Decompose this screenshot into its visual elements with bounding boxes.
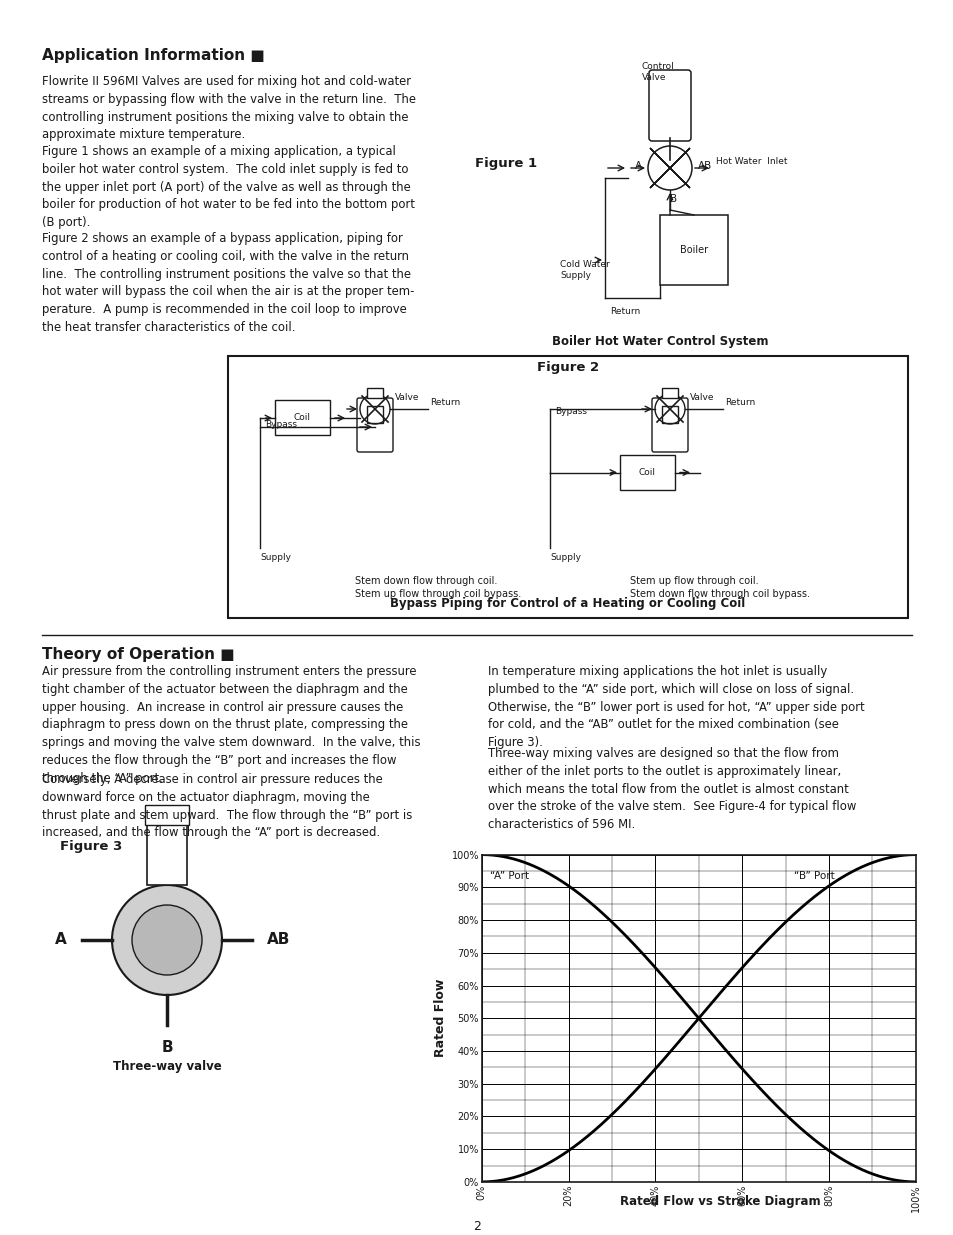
Text: Conversely, A decrease in control air pressure reduces the
downward force on the: Conversely, A decrease in control air pr…	[42, 773, 412, 840]
Bar	[147, 825, 187, 885]
Text: Figure 2 shows an example of a bypass application, piping for
control of a heati: Figure 2 shows an example of a bypass ap…	[42, 232, 414, 333]
Polygon shape	[669, 168, 689, 188]
Text: Stem In: Stem In	[546, 1170, 597, 1183]
Text: Boiler Hot Water Control System: Boiler Hot Water Control System	[551, 335, 767, 348]
Bar	[661, 388, 678, 398]
Text: Cold Water
Supply: Cold Water Supply	[559, 261, 609, 280]
Text: Figure 3: Figure 3	[60, 840, 122, 853]
Text: Figure 1: Figure 1	[475, 157, 537, 170]
Text: Theory of Operation ■: Theory of Operation ■	[42, 647, 234, 662]
Text: Return: Return	[430, 398, 459, 408]
Text: Valve: Valve	[395, 393, 419, 403]
Text: B: B	[161, 1040, 172, 1055]
Text: AB: AB	[698, 161, 712, 170]
Text: Stem down flow through coil.
Stem up flow through coil bypass.: Stem down flow through coil. Stem up flo…	[355, 576, 520, 599]
Text: Supply: Supply	[550, 553, 580, 562]
Text: Valve: Valve	[689, 393, 714, 403]
Text: Return: Return	[724, 398, 755, 408]
Text: Stem Out: Stem Out	[840, 1170, 902, 1183]
Text: Bypass: Bypass	[265, 420, 296, 429]
FancyBboxPatch shape	[648, 70, 690, 141]
Bar	[367, 388, 382, 398]
Text: Bypass: Bypass	[555, 408, 586, 416]
Text: Figure 1 shows an example of a mixing application, a typical
boiler hot water co: Figure 1 shows an example of a mixing ap…	[42, 144, 415, 230]
FancyBboxPatch shape	[651, 398, 687, 452]
Bar	[619, 454, 675, 490]
Text: “A” Port: “A” Port	[490, 871, 529, 881]
Text: B: B	[670, 194, 677, 204]
Circle shape	[112, 885, 222, 995]
Text: Figure 2: Figure 2	[537, 361, 598, 374]
FancyBboxPatch shape	[356, 398, 393, 452]
Text: AB: AB	[267, 932, 290, 947]
Bar	[367, 406, 382, 424]
Text: A: A	[634, 161, 641, 170]
Bar	[274, 400, 330, 435]
Text: Bypass Piping for Control of a Heating or Cooling Coil: Bypass Piping for Control of a Heating o…	[390, 597, 745, 610]
Text: In temperature mixing applications the hot inlet is usually
plumbed to the “A” s: In temperature mixing applications the h…	[488, 664, 863, 750]
Text: Air pressure from the controlling instrument enters the pressure
tight chamber o: Air pressure from the controlling instru…	[42, 664, 420, 784]
Text: Stem up flow through coil.
Stem down flow through coil bypass.: Stem up flow through coil. Stem down flo…	[629, 576, 809, 599]
Text: Boiler: Boiler	[679, 245, 707, 254]
Circle shape	[132, 905, 202, 974]
Text: Return: Return	[609, 308, 639, 316]
Text: Coil: Coil	[294, 412, 311, 422]
Text: Stroke: Stroke	[698, 1170, 740, 1183]
Text: “B” Port: “B” Port	[794, 871, 834, 881]
Text: Application Information ■: Application Information ■	[42, 48, 265, 63]
Text: 2: 2	[473, 1220, 480, 1233]
Text: Supply: Supply	[260, 553, 291, 562]
Bar	[661, 406, 678, 424]
Text: Rated Flow vs Stroke Diagram: Rated Flow vs Stroke Diagram	[619, 1195, 820, 1208]
Y-axis label: Rated Flow: Rated Flow	[434, 979, 447, 1057]
Text: A: A	[55, 932, 67, 947]
Bar	[659, 215, 727, 285]
Bar	[228, 356, 907, 618]
Text: Hot Water  Inlet: Hot Water Inlet	[716, 157, 786, 165]
Polygon shape	[669, 148, 689, 168]
Text: Three-way valve: Three-way valve	[112, 1060, 221, 1073]
Text: Control
Valve: Control Valve	[641, 62, 674, 82]
Text: Flowrite II 596MI Valves are used for mixing hot and cold-water
streams or bypas: Flowrite II 596MI Valves are used for mi…	[42, 75, 416, 141]
Text: Three-way mixing valves are designed so that the flow from
either of the inlet p: Three-way mixing valves are designed so …	[488, 747, 856, 831]
Text: Figure 4: Figure 4	[693, 858, 756, 871]
Polygon shape	[649, 148, 669, 168]
Polygon shape	[649, 168, 669, 188]
Bar	[145, 805, 189, 825]
Text: Coil: Coil	[639, 468, 656, 477]
